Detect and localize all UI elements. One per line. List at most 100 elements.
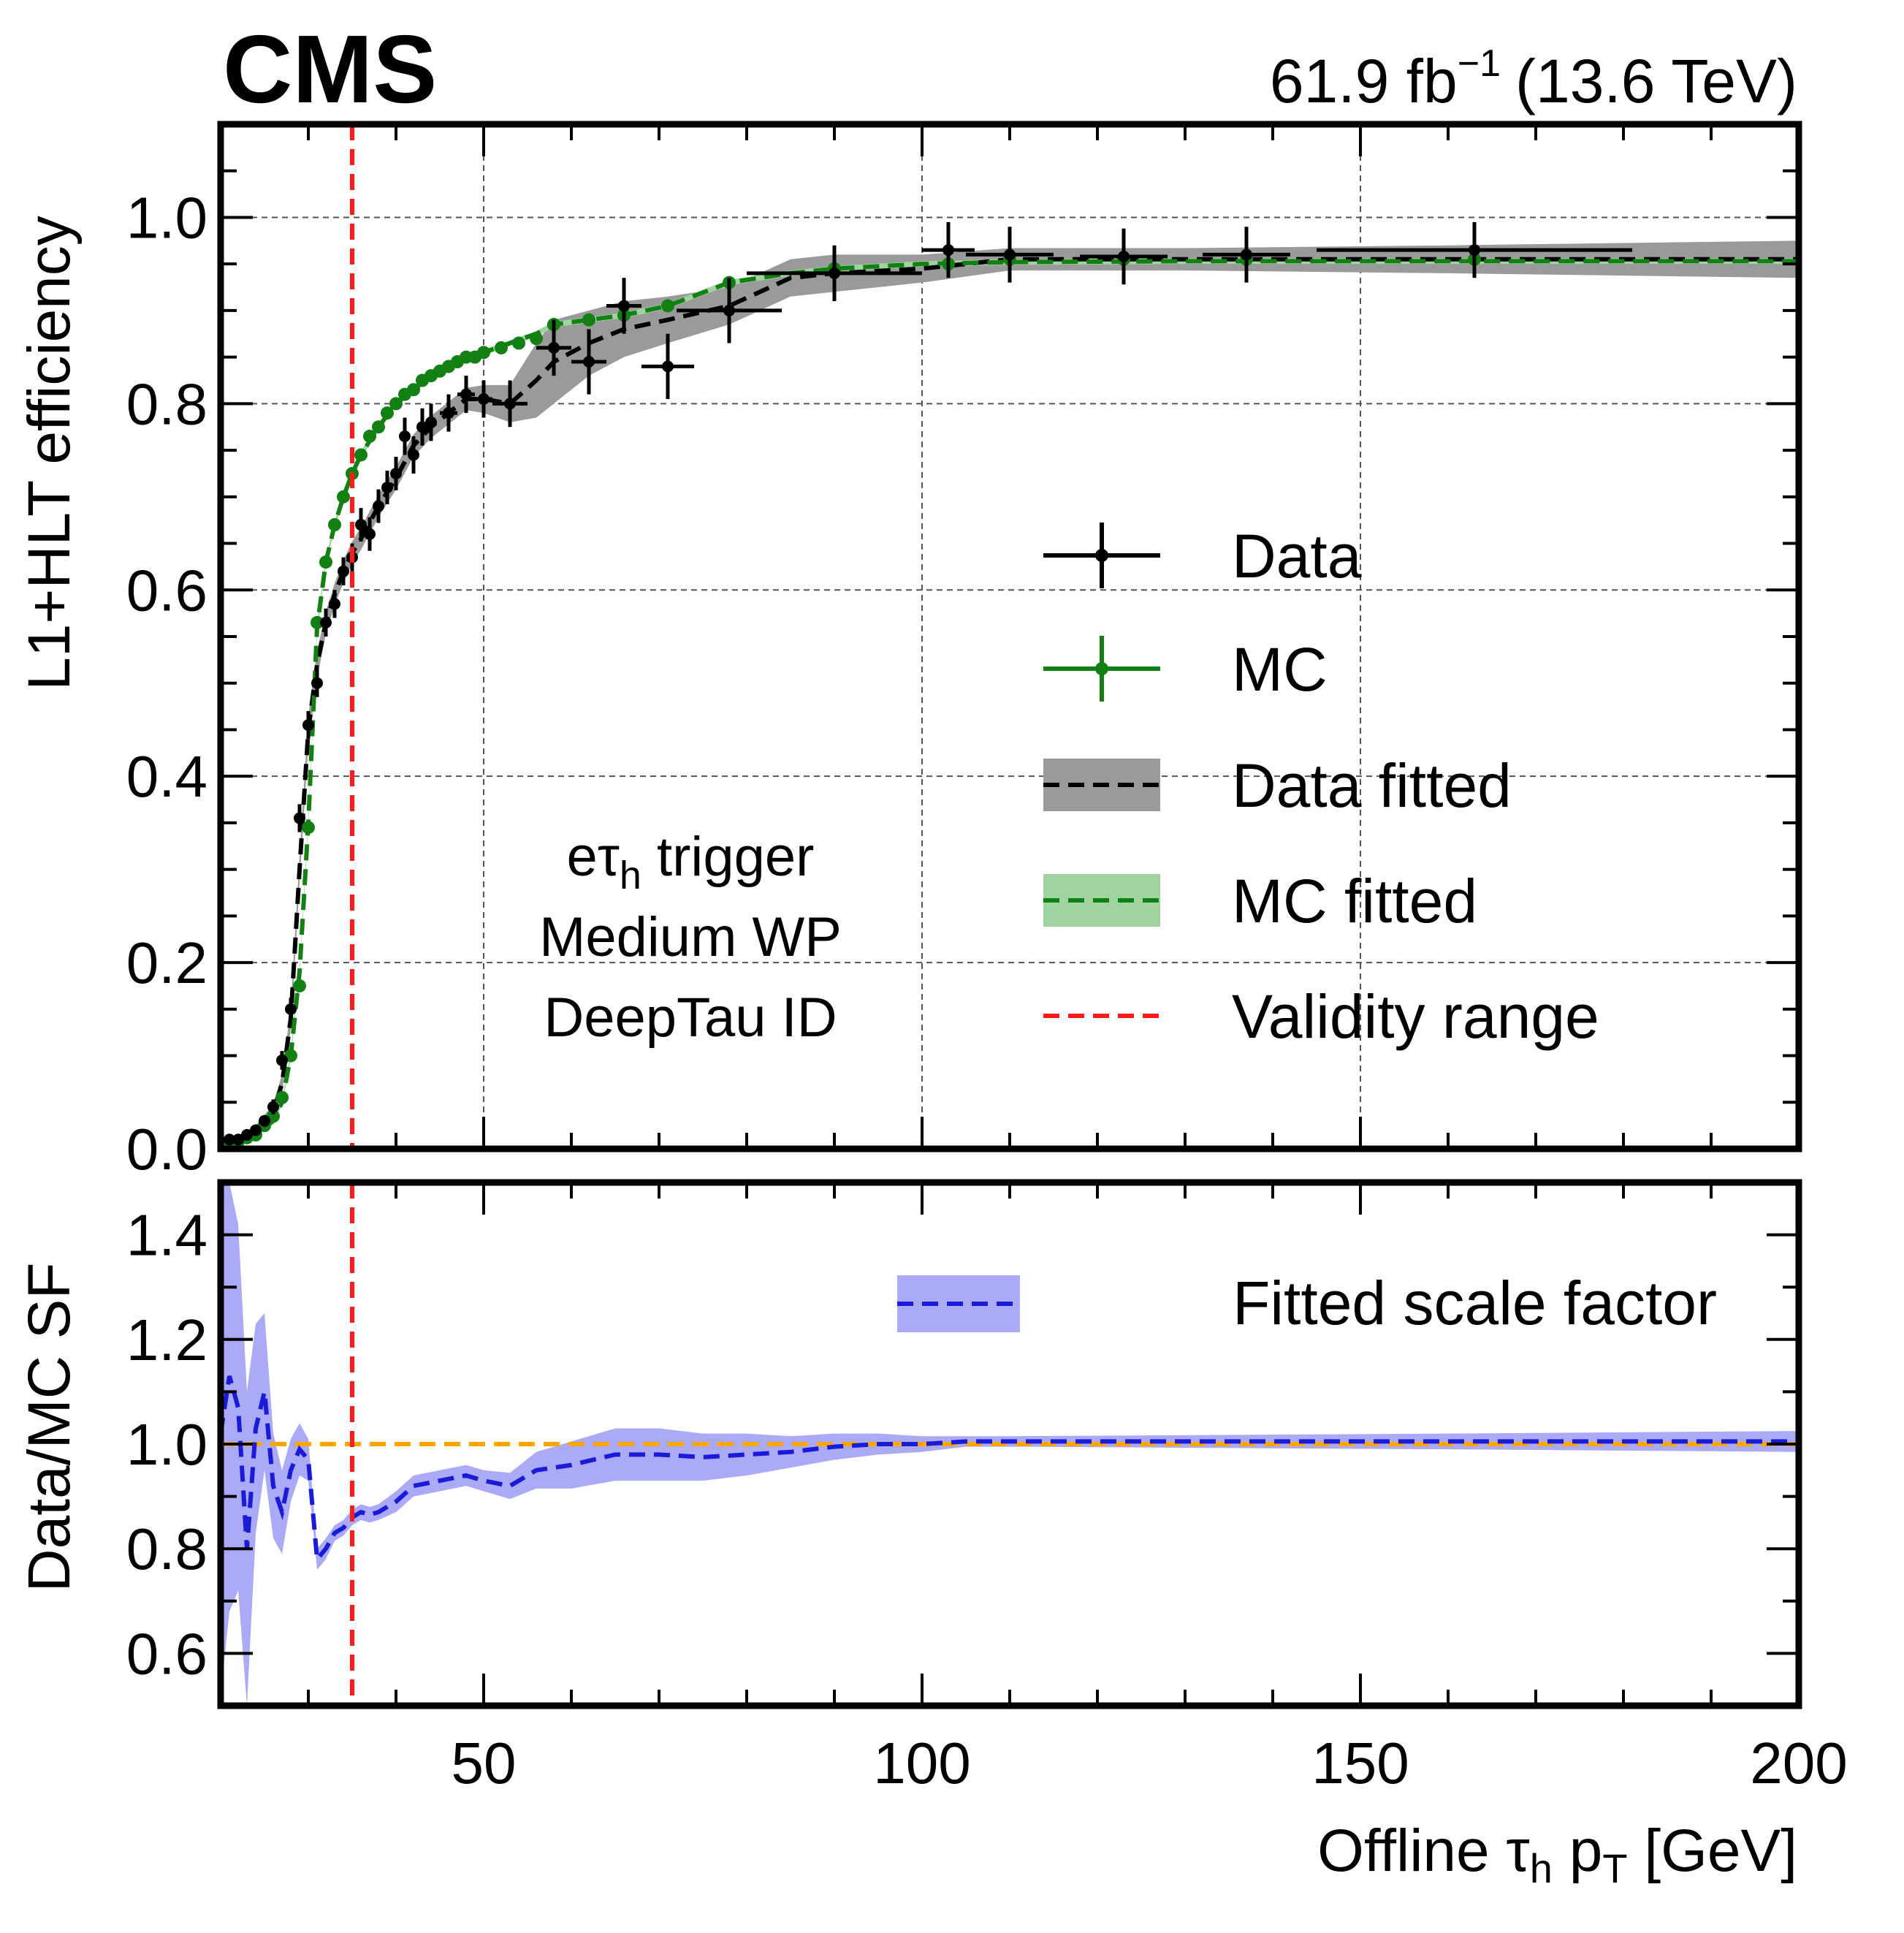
luminosity-exponent: −1	[1458, 42, 1501, 85]
data-marker-25	[460, 388, 472, 400]
mc-point-8	[293, 979, 306, 992]
legend-label-validity: Validity range	[1232, 982, 1599, 1051]
data-point-36	[1080, 228, 1168, 285]
efficiency-panel: 0.0 0.2 0.4 0.6 0.8 1.0 L1+HLT efficiency eτh…	[16, 121, 1802, 1182]
data-marker-20	[399, 430, 411, 442]
data-marker-9	[302, 719, 314, 732]
data-marker-10	[311, 677, 323, 689]
mc-point-10	[311, 615, 324, 629]
data-marker-35	[1004, 248, 1016, 261]
data-marker-1	[232, 1133, 244, 1146]
data-marker-4	[259, 1114, 270, 1127]
scale-factor-ylabel: Data/MC SF	[16, 1262, 83, 1592]
data-point-4	[259, 1114, 270, 1127]
mc-point-15	[354, 448, 368, 462]
ytick-label-bottom-1: 0.8	[126, 1516, 207, 1581]
data-point-32	[677, 278, 782, 343]
data-point-20	[399, 417, 411, 455]
annotation-working-point: Medium WP	[539, 906, 842, 968]
ytick-label-top-1: 0.2	[126, 930, 207, 995]
data-point-31	[641, 333, 694, 399]
data-marker-2	[241, 1128, 253, 1141]
data-point-26	[475, 380, 492, 418]
data-point-28	[536, 319, 571, 376]
data-marker-28	[548, 341, 560, 354]
data-point-1	[232, 1133, 244, 1146]
mc-point-9	[302, 821, 315, 835]
data-marker-34	[943, 244, 954, 257]
data-point-3	[250, 1124, 262, 1136]
data-point-18	[381, 471, 393, 505]
efficiency-legend: Data MC Data fitted MC fitted Validity r	[1043, 522, 1599, 1051]
data-point-7	[285, 998, 297, 1021]
xtick-label-3: 200	[1750, 1731, 1847, 1796]
ytick-label-bottom-0: 0.6	[126, 1621, 207, 1686]
legend-entry-data: Data	[1043, 522, 1362, 590]
mc-point-17	[372, 420, 385, 434]
ytick-label-top-4: 0.8	[126, 371, 207, 436]
x-tick-labels: 50 100 150 200	[452, 1731, 1848, 1796]
x-axis-title: Offline τh pT [GeV]	[1317, 1818, 1797, 1891]
data-point-29	[571, 329, 606, 395]
mc-point-29	[477, 346, 490, 360]
data-marker-15	[355, 519, 367, 531]
energy-label: (13.6 TeV)	[1515, 47, 1797, 115]
efficiency-frame	[217, 121, 1802, 1152]
data-marker-13	[338, 565, 349, 577]
data-point-22	[416, 408, 428, 446]
ytick-label-bottom-3: 1.2	[126, 1307, 207, 1372]
data-marker-38	[1469, 244, 1480, 257]
data-point-19	[390, 457, 402, 490]
data-marker-8	[294, 812, 305, 824]
efficiency-grid	[221, 124, 1799, 1149]
efficiency-ylabel: L1+HLT efficiency	[16, 216, 83, 691]
data-point-25	[457, 376, 475, 414]
data-marker-3	[250, 1124, 262, 1136]
scale-factor-uncertainty	[221, 1182, 1799, 1706]
xtick-label-0: 50	[452, 1731, 517, 1796]
data-point-17	[373, 489, 384, 523]
data-point-27	[492, 380, 528, 428]
scale-factor-legend: Fitted scale factor	[897, 1269, 1717, 1337]
scale-factor-tick-labels: 0.6 0.8 1.0 1.2 1.4	[126, 1203, 207, 1687]
ytick-label-bottom-4: 1.4	[126, 1203, 207, 1268]
experiment-label: CMS	[223, 15, 437, 123]
scale-factor-curve	[218, 1375, 1799, 1565]
mc-point-36	[661, 299, 674, 313]
mc-point-16	[363, 429, 376, 443]
data-point-8	[294, 804, 305, 832]
efficiency-points	[223, 221, 1632, 1151]
mc-point-31	[512, 336, 525, 350]
legend-label-mc-fitted: MC fitted	[1232, 867, 1477, 935]
data-point-2	[241, 1128, 253, 1141]
data-marker-7	[285, 1003, 297, 1015]
mc-point-11	[319, 555, 332, 569]
data-point-37	[1203, 227, 1290, 283]
data-point-15	[355, 508, 367, 542]
data-point-13	[338, 557, 349, 585]
data-marker-33	[829, 267, 840, 279]
data-point-6	[276, 1051, 288, 1070]
data-marker-21	[408, 449, 419, 461]
luminosity-label: 61.9 fb−1 (13.6 TeV)	[1270, 42, 1797, 115]
data-marker-37	[1241, 248, 1252, 261]
data-point-23	[425, 403, 437, 441]
data-point-9	[302, 710, 314, 740]
mc-point-19	[389, 397, 403, 411]
mc-point-32	[530, 332, 543, 346]
data-marker-32	[723, 304, 735, 316]
data-marker-16	[364, 528, 376, 540]
legend-entry-validity: Validity range	[1043, 982, 1599, 1051]
legend-label-data-fitted: Data fitted	[1232, 751, 1512, 820]
ytick-label-top-2: 0.4	[126, 744, 207, 809]
data-marker-26	[478, 392, 490, 405]
data-marker-27	[504, 398, 516, 410]
data-marker-12	[329, 598, 340, 610]
data-marker-18	[381, 482, 393, 494]
legend-label-data: Data	[1232, 522, 1362, 590]
mc-point-13	[337, 490, 350, 504]
data-point-21	[408, 436, 419, 474]
data-marker-17	[373, 500, 384, 512]
scale-factor-frame	[217, 1179, 1802, 1709]
